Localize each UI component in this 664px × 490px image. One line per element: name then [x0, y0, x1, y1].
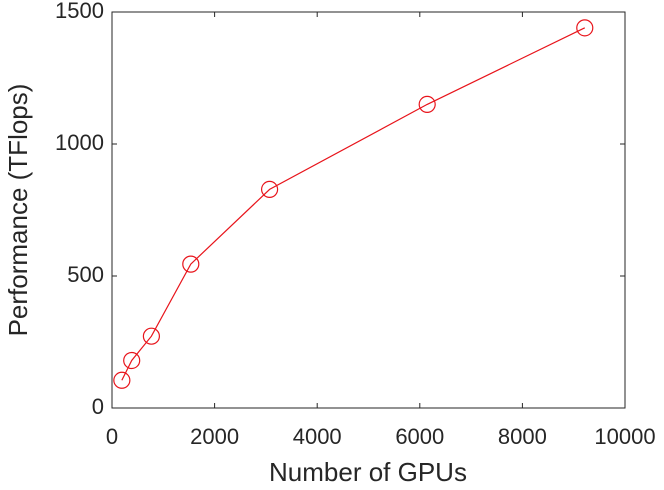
- data-point: [113, 371, 131, 389]
- data-point: [576, 19, 594, 37]
- y-tick-label: 0: [92, 394, 104, 419]
- x-tick-label: 4000: [293, 424, 342, 449]
- plot-frame: [111, 11, 626, 409]
- x-tick-label: 10000: [594, 424, 655, 449]
- x-axis-label: Number of GPUs: [269, 457, 467, 487]
- x-tick-label: 0: [106, 424, 118, 449]
- data-point: [260, 180, 279, 199]
- y-tick-label: 500: [67, 262, 104, 287]
- data-point: [418, 95, 436, 114]
- x-tick-label: 8000: [498, 424, 547, 449]
- data-point: [123, 351, 141, 370]
- data-point: [182, 255, 200, 273]
- x-tick-label: 2000: [190, 424, 239, 449]
- x-tick-label: 6000: [395, 424, 444, 449]
- y-axis-label: Performance (TFlops): [3, 84, 33, 337]
- y-tick-label: 1000: [55, 130, 104, 155]
- data-point: [142, 327, 160, 345]
- y-tick-label: 1500: [55, 0, 104, 23]
- series-line: [121, 27, 586, 381]
